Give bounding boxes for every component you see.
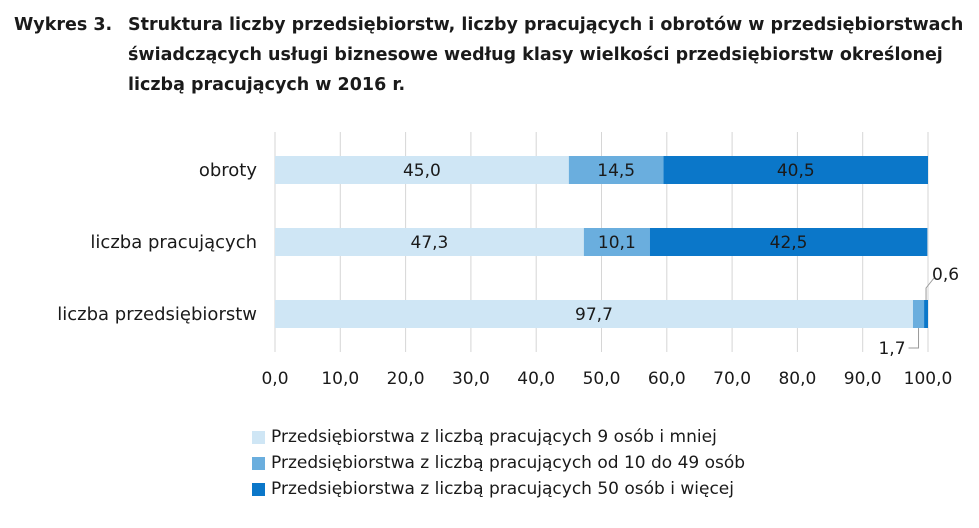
x-tick-label: 50,0 bbox=[583, 369, 621, 389]
legend-swatch-small bbox=[252, 430, 265, 444]
x-tick-label: 60,0 bbox=[648, 369, 686, 389]
legend-swatch-large bbox=[252, 482, 265, 496]
x-axis-tick-labels: 0,0 10,0 20,0 30,0 40,0 50,0 60,0 70,0 80,0 90,0 1… bbox=[261, 369, 952, 389]
bar-obroty-small bbox=[275, 156, 569, 184]
x-tick-label: 90,0 bbox=[844, 369, 882, 389]
category-label-liczba-przedsiebiorstw: liczba przedsiębiorstw bbox=[57, 304, 257, 325]
x-tick-label: 0,0 bbox=[261, 369, 288, 389]
data-label-liczba-pracujacych-medium: 10,1 bbox=[598, 233, 636, 253]
bar-liczba-przedsiebiorstw-small bbox=[275, 300, 913, 328]
data-label-liczba-pracujacych-small: 47,3 bbox=[411, 233, 449, 253]
legend-label-small: Przedsiębiorstwa z liczbą pracujących 9 … bbox=[271, 427, 717, 447]
x-tick-label: 80,0 bbox=[778, 369, 816, 389]
x-tick-label: 10,0 bbox=[321, 369, 359, 389]
data-labels: 45,0 14,5 40,5 47,3 10,1 42,5 97,7 1,7 0,6 bbox=[403, 161, 959, 359]
stacked-bar-chart: 45,0 14,5 40,5 47,3 10,1 42,5 97,7 1,7 0,6 obrot… bbox=[57, 132, 959, 389]
legend-swatch-medium bbox=[252, 456, 265, 470]
bar-liczba-pracujacych-medium bbox=[583, 228, 650, 256]
leader-line-liczba-przedsiebiorstw-medium bbox=[908, 328, 920, 349]
legend-item-medium: Przedsiębiorstwa z liczbą pracujących od… bbox=[252, 450, 745, 476]
chart-title-prefix: Wykres 3. bbox=[14, 15, 113, 35]
bar-liczba-przedsiebiorstw-medium bbox=[912, 300, 925, 328]
x-tick-label: 20,0 bbox=[387, 369, 425, 389]
bar-liczba-pracujacych-small bbox=[275, 228, 584, 256]
chart-title: Wykres 3. Struktura liczby przedsiębiors… bbox=[14, 10, 964, 100]
category-label-liczba-pracujacych: liczba pracujących bbox=[90, 232, 257, 253]
legend-item-large: Przedsiębiorstwa z liczbą pracujących 50… bbox=[252, 476, 745, 502]
chart-title-text: Struktura liczby przedsiębiorstw, liczby… bbox=[128, 15, 964, 95]
bars bbox=[275, 156, 928, 328]
x-tick-label: 70,0 bbox=[713, 369, 751, 389]
x-tick-label: 100,0 bbox=[904, 369, 953, 389]
leader-line-liczba-przedsiebiorstw-large bbox=[925, 277, 935, 300]
legend-label-large: Przedsiębiorstwa z liczbą pracujących 50… bbox=[271, 479, 734, 499]
bar-liczba-przedsiebiorstw-large bbox=[924, 300, 928, 328]
legend: Przedsiębiorstwa z liczbą pracujących 9 … bbox=[252, 424, 745, 502]
category-labels: obroty liczba pracujących liczba przedsięb… bbox=[57, 160, 257, 325]
data-label-liczba-przedsiebiorstw-small: 97,7 bbox=[575, 305, 613, 325]
data-label-liczba-przedsiebiorstw-large: 0,6 bbox=[932, 265, 959, 285]
legend-item-small: Przedsiębiorstwa z liczbą pracujących 9 … bbox=[252, 424, 745, 450]
data-label-obroty-large: 40,5 bbox=[777, 161, 815, 181]
data-label-obroty-medium: 14,5 bbox=[597, 161, 635, 181]
x-tick-label: 30,0 bbox=[452, 369, 490, 389]
bar-obroty-large bbox=[663, 156, 928, 184]
data-label-liczba-przedsiebiorstw-medium: 1,7 bbox=[878, 339, 905, 359]
legend-label-medium: Przedsiębiorstwa z liczbą pracujących od… bbox=[271, 453, 746, 473]
category-label-obroty: obroty bbox=[199, 160, 258, 181]
x-tick-label: 40,0 bbox=[517, 369, 555, 389]
data-label-obroty-small: 45,0 bbox=[403, 161, 441, 181]
bar-obroty-medium bbox=[568, 156, 664, 184]
data-label-liczba-pracujacych-large: 42,5 bbox=[770, 233, 808, 253]
bar-liczba-pracujacych-large bbox=[649, 228, 928, 256]
